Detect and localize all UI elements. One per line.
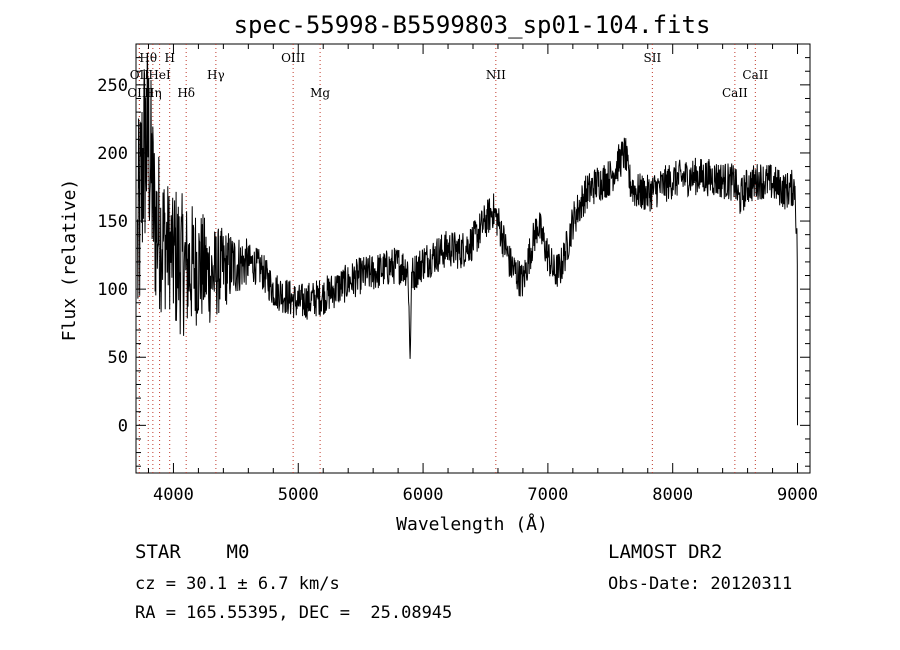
x-tick-label: 4000 [153,485,194,505]
chart-title: spec-55998-B5599803_sp01-104.fits [234,11,711,39]
redshift-value: cz = 30.1 ± 6.7 km/s [135,574,340,594]
line-label: CaII [722,86,748,100]
y-tick-label: 100 [97,280,128,300]
y-tick-label: 0 [118,416,128,436]
y-tick-label: 50 [108,348,128,368]
y-axis-label: Flux (relative) [59,179,80,342]
x-tick-label: 9000 [777,485,818,505]
x-axis-label: Wavelength (Å) [396,513,548,535]
y-tick-label: 250 [97,76,128,96]
coordinates: RA = 165.55395, DEC = 25.08945 [135,603,453,623]
x-tick-label: 8000 [652,485,693,505]
line-label: H [164,51,174,65]
line-label: NII [486,68,506,82]
y-tick-label: 150 [97,212,128,232]
line-label: OII [130,68,150,82]
line-label: Mg [310,86,330,100]
line-label: OIII [127,86,151,100]
line-label: HeI [148,68,171,82]
line-label: Hγ [207,68,225,82]
survey-name: LAMOST DR2 [608,541,723,563]
y-tick-label: 200 [97,144,128,164]
x-tick-label: 5000 [278,485,319,505]
observation-date: Obs-Date: 20120311 [608,574,793,594]
line-label: SII [644,51,662,65]
object-class: STAR M0 [135,541,250,563]
plot-frame [135,43,811,474]
line-label: CaII [742,68,768,82]
line-label: Hδ [177,86,195,100]
x-tick-label: 6000 [403,485,444,505]
x-tick-label: 7000 [527,485,568,505]
line-label: Hθ [139,51,157,65]
line-label: OIII [281,51,305,65]
spectrum-line [137,55,798,426]
